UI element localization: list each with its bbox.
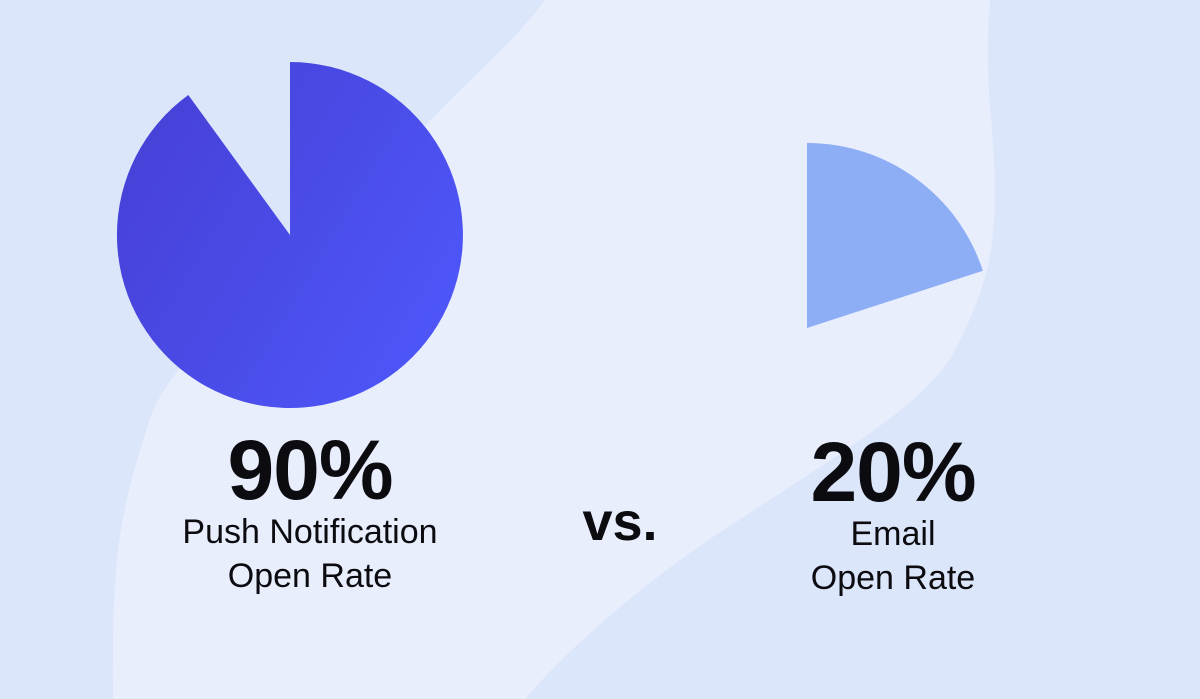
push-stat-block: 90% Push Notification Open Rate: [120, 423, 500, 598]
push-pie-slice: [116, 62, 463, 408]
push-stat-label-line2: Open Rate: [227, 557, 393, 595]
vs-separator: vs.: [582, 492, 658, 552]
push-open-rate-value: 90%: [227, 423, 393, 517]
push-stat-label-line1: Push Notification: [182, 513, 438, 551]
email-open-rate-value: 20%: [810, 425, 976, 519]
email-stat-label-line1: Email: [850, 515, 936, 553]
email-stat-label-line2: Open Rate: [810, 559, 976, 597]
email-stat-block: 20% Email Open Rate: [703, 425, 1083, 600]
background-blob-shape: [112, 0, 995, 699]
email-pie-slice: [807, 143, 983, 328]
